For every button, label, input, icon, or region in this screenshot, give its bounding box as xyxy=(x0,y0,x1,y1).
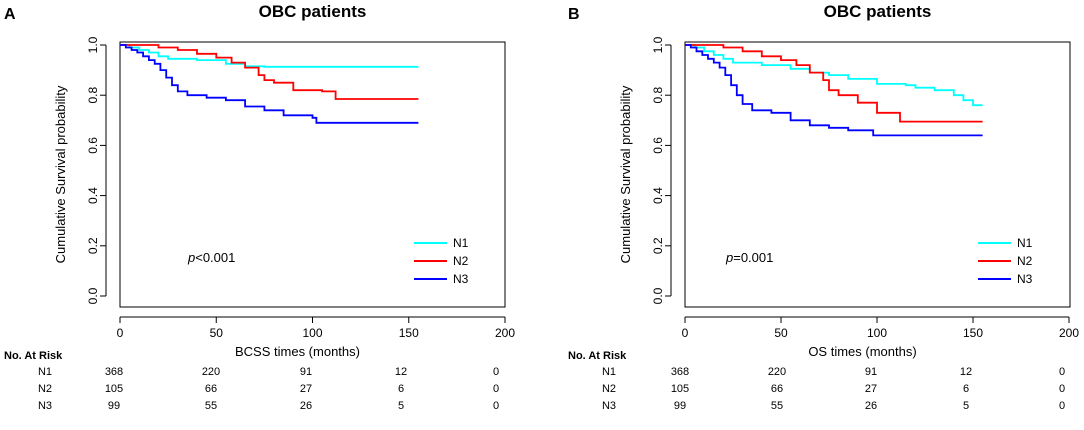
risk-cell: 6 xyxy=(398,383,404,395)
y-tick-label: 1.0 xyxy=(651,36,665,53)
y-axis-title: Cumulative Survival probability xyxy=(53,85,68,263)
risk-cell: 0 xyxy=(1059,400,1065,412)
y-tick-label: 0.6 xyxy=(86,137,100,154)
plot-frame xyxy=(684,41,1071,308)
survival-curve-n2 xyxy=(685,44,983,123)
risk-row-label: N1 xyxy=(38,366,52,378)
p-value-text: =0.001 xyxy=(733,250,773,265)
plot-frame xyxy=(119,41,506,308)
risk-row-label: N3 xyxy=(38,400,52,412)
risk-cell: 26 xyxy=(300,400,312,412)
risk-cell: 26 xyxy=(865,400,877,412)
survival-curve-n1 xyxy=(685,44,983,107)
p-value-symbol: p xyxy=(725,250,733,265)
legend-label-n1: N1 xyxy=(453,236,469,250)
y-tick-label: 0.4 xyxy=(86,187,100,204)
chart-title: OBC patients xyxy=(259,2,367,21)
x-tick-label: 150 xyxy=(399,326,419,340)
x-tick-label: 50 xyxy=(774,326,788,340)
y-tick-label: 1.0 xyxy=(86,36,100,53)
x-tick-label: 0 xyxy=(682,326,689,340)
risk-table: No. At Risk N1 368 220 91 12 0 N2 105 66 27 6 0 N3 99 5… xyxy=(568,350,1065,412)
x-tick-label: 50 xyxy=(210,326,224,340)
risk-cell: 0 xyxy=(493,366,499,378)
risk-cell: 99 xyxy=(108,400,120,412)
legend: N1 N2 N3 xyxy=(414,236,469,286)
risk-cell: 0 xyxy=(1059,366,1065,378)
risk-cell: 0 xyxy=(493,383,499,395)
y-tick-label: 0.6 xyxy=(651,137,665,154)
x-tick-label: 100 xyxy=(302,326,322,340)
survival-curve-n3 xyxy=(120,44,419,124)
risk-cell: 55 xyxy=(205,400,217,412)
risk-cell: 12 xyxy=(960,366,972,378)
risk-table: No. At Risk N1 368 220 91 12 0 N2 105 66 27 6 0 N3 99 5… xyxy=(4,350,499,412)
risk-cell: 12 xyxy=(395,366,407,378)
p-value-annotation: p<0.001 xyxy=(187,250,235,265)
risk-cell: 66 xyxy=(771,383,783,395)
x-tick-label: 0 xyxy=(117,326,124,340)
risk-row-label: N2 xyxy=(38,383,52,395)
legend-label-n2: N2 xyxy=(1017,254,1033,268)
legend-label-n1: N1 xyxy=(1017,236,1033,250)
p-value-annotation: p=0.001 xyxy=(725,250,773,265)
risk-row-label: N1 xyxy=(602,366,616,378)
risk-cell: 5 xyxy=(398,400,404,412)
y-axis-title: Cumulative Survival probability xyxy=(618,85,633,263)
y-tick-label: 0.4 xyxy=(651,187,665,204)
y-tick-label: 0.0 xyxy=(651,287,665,304)
x-tick-label: 100 xyxy=(867,326,887,340)
risk-cell: 368 xyxy=(671,366,689,378)
panel-b: B OBC patients 0.0 0.2 0.4 0.6 0.8 1.0 Cumulativ… xyxy=(568,2,1079,412)
risk-cell: 27 xyxy=(300,383,312,395)
x-tick-label: 200 xyxy=(495,326,515,340)
risk-cell: 6 xyxy=(963,383,969,395)
x-axis-title: OS times (months) xyxy=(808,344,916,359)
risk-cell: 0 xyxy=(493,400,499,412)
risk-cell: 0 xyxy=(1059,383,1065,395)
legend-label-n3: N3 xyxy=(1017,272,1033,286)
risk-cell: 55 xyxy=(771,400,783,412)
panel-a: A OBC patients 0.0 0.2 0.4 0.6 0.8 1.0 Cumulativ… xyxy=(4,2,515,412)
y-tick-label: 0.8 xyxy=(86,87,100,104)
legend-label-n3: N3 xyxy=(453,272,469,286)
risk-row-label: N3 xyxy=(602,400,616,412)
risk-cell: 5 xyxy=(963,400,969,412)
y-tick-label: 0.2 xyxy=(86,237,100,254)
x-tick-label: 200 xyxy=(1059,326,1079,340)
y-tick-label: 0.2 xyxy=(651,237,665,254)
p-value-text: <0.001 xyxy=(195,250,235,265)
risk-table-header: No. At Risk xyxy=(568,350,627,362)
risk-row-label: N2 xyxy=(602,383,616,395)
risk-cell: 91 xyxy=(865,366,877,378)
x-axis-title: BCSS times (months) xyxy=(235,344,360,359)
x-tick-label: 150 xyxy=(963,326,983,340)
legend: N1 N2 N3 xyxy=(978,236,1033,286)
risk-table-header: No. At Risk xyxy=(4,350,63,362)
risk-cell: 220 xyxy=(202,366,220,378)
y-tick-label: 0.8 xyxy=(651,87,665,104)
chart-title: OBC patients xyxy=(824,2,932,21)
risk-cell: 105 xyxy=(105,383,123,395)
risk-cell: 105 xyxy=(671,383,689,395)
survival-curve-n3 xyxy=(685,44,983,137)
risk-cell: 27 xyxy=(865,383,877,395)
risk-cell: 66 xyxy=(205,383,217,395)
risk-cell: 220 xyxy=(768,366,786,378)
survival-curve-n2 xyxy=(120,44,419,100)
panel-label: B xyxy=(568,6,580,23)
panel-label: A xyxy=(4,6,16,23)
risk-cell: 91 xyxy=(300,366,312,378)
risk-cell: 99 xyxy=(674,400,686,412)
y-tick-label: 0.0 xyxy=(86,287,100,304)
risk-cell: 368 xyxy=(105,366,123,378)
p-value-symbol: p xyxy=(187,250,195,265)
legend-label-n2: N2 xyxy=(453,254,469,268)
